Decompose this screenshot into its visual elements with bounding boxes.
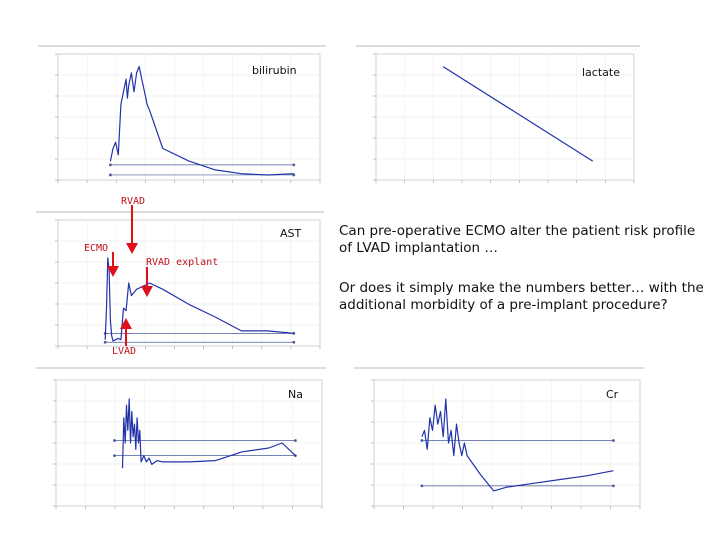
rvad-annotation: RVAD	[121, 196, 146, 207]
ast-chart-panel: AST	[36, 211, 324, 355]
na-chart	[36, 367, 326, 509]
rvad-explant-annotation: RVAD explant	[146, 257, 219, 268]
cr-series-line	[421, 398, 614, 492]
lactate-chart-title: lactate	[582, 66, 620, 79]
na-chart-panel: Na	[36, 367, 326, 516]
bilirubin-chart-title: bilirubin	[252, 64, 297, 77]
lactate-chart	[356, 45, 640, 183]
cr-chart	[354, 367, 644, 509]
question-numbers-better: Or does it simply make the numbers bette…	[339, 280, 704, 313]
ecmo-annotation: ECMO	[84, 243, 109, 254]
na-chart-title: Na	[288, 388, 303, 401]
cr-reference-start-point	[420, 439, 424, 442]
bilirubin-reference-start-point	[109, 173, 112, 177]
bilirubin-reference-end-point	[292, 163, 296, 167]
bilirubin-reference-start-point	[109, 163, 112, 167]
na-series-line	[121, 398, 296, 469]
na-reference-start-point	[113, 454, 116, 457]
question-ecmo-risk: Can pre-operative ECMO alter the patient…	[339, 223, 696, 256]
cr-chart-panel: Cr	[354, 367, 644, 516]
rvad-explant-arrow-icon	[141, 267, 153, 297]
ast-reference-start-point	[103, 340, 107, 344]
ast-chart-title: AST	[280, 227, 302, 240]
lvad-annotation: LVAD	[112, 346, 137, 357]
ecmo-arrow-icon	[107, 252, 119, 277]
rvad-arrow-icon	[126, 205, 138, 254]
cr-reference-start-point	[420, 484, 424, 488]
na-reference-end-point	[294, 439, 297, 442]
cr-reference-end-point	[612, 484, 615, 488]
ast-chart	[36, 211, 324, 349]
ast-series-line	[104, 257, 294, 342]
bilirubin-chart-panel: bilirubin	[38, 45, 326, 190]
lactate-series-line	[442, 66, 594, 162]
cr-reference-end-point	[612, 439, 615, 442]
bilirubin-series-line	[109, 66, 294, 176]
lactate-chart-panel: lactate	[356, 45, 640, 190]
lvad-arrow-icon	[120, 318, 132, 346]
cr-chart-title: Cr	[606, 388, 619, 401]
ast-reference-end-point	[292, 340, 296, 344]
bilirubin-chart	[38, 45, 326, 183]
na-reference-start-point	[113, 439, 116, 442]
